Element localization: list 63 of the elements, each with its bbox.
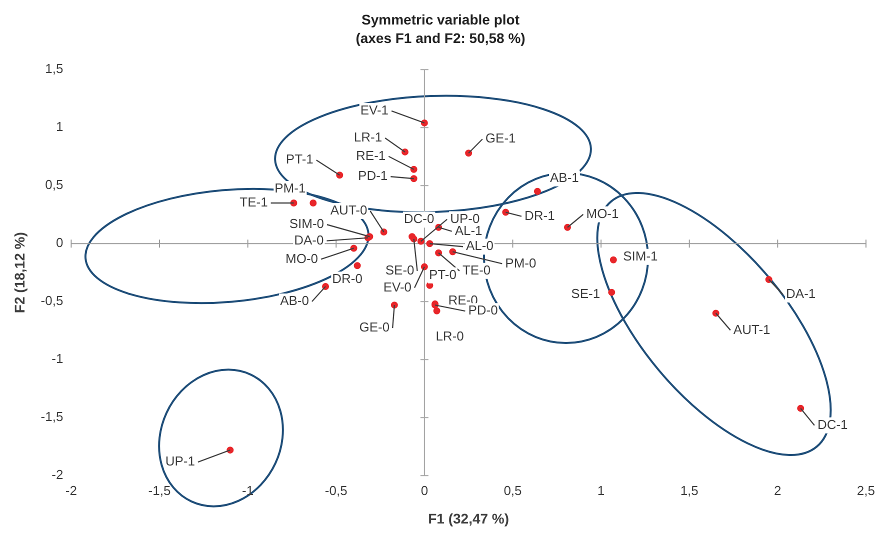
- x-tick-label: -1: [242, 482, 254, 498]
- x-tick-label: 1: [597, 482, 605, 498]
- annotation: SE-0: [385, 262, 414, 278]
- y-tick-label: -1: [52, 351, 64, 366]
- x-tick-label: -1,5: [148, 482, 171, 498]
- y-tick-label: -0,5: [40, 293, 64, 308]
- x-tick-label: 2,5: [856, 482, 876, 498]
- annotation: LR-0: [436, 328, 464, 344]
- annotation: UP-1: [165, 454, 195, 469]
- annotation: DA-1: [786, 286, 816, 302]
- y-tick-label: 1: [56, 119, 64, 134]
- annotation: MO-0: [286, 250, 318, 266]
- point: [433, 307, 440, 314]
- point: [610, 256, 617, 264]
- chart-subtitle: (axes F1 and F2: 50,58 %): [356, 30, 526, 46]
- y-tick-label: 1,5: [45, 61, 64, 76]
- x-tick-label: -2: [65, 482, 77, 498]
- x-axis-title: F1 (32,47 %): [428, 510, 510, 526]
- annotation: AUT-1: [733, 322, 770, 337]
- annotation: DR-0: [332, 271, 362, 286]
- annotation: SE-1: [571, 286, 600, 301]
- y-tick-label: -2: [52, 467, 64, 482]
- annotation: PT-0: [428, 266, 456, 282]
- annotation: TE-1: [240, 194, 268, 210]
- annotation: DR-1: [524, 208, 555, 223]
- annotation: PT-1: [286, 152, 314, 167]
- y-tick-label: 0: [56, 235, 64, 250]
- annotation: GE-0: [359, 320, 390, 335]
- y-tick-label: 0,5: [45, 177, 64, 192]
- point: [534, 188, 541, 195]
- x-tick-label: 0,5: [504, 482, 522, 498]
- annotation: AUT-0: [330, 202, 368, 218]
- x-tick-label: -0,5: [324, 482, 348, 498]
- annotation: UP-0: [450, 210, 480, 226]
- y-axis-title: F2 (18,12 %): [11, 232, 28, 314]
- point: [608, 288, 616, 296]
- annotation: TE-0: [462, 262, 491, 278]
- annotation: PD-0: [468, 302, 498, 318]
- annotation: DC-1: [817, 416, 848, 432]
- point: [310, 200, 317, 206]
- x-tick-label: 0: [420, 482, 428, 498]
- x-tick-label: 1,5: [680, 482, 698, 498]
- chart-title: Symmetric variable plot: [362, 11, 520, 28]
- annotation: MO-1: [586, 206, 619, 221]
- annotation: EV-1: [360, 102, 389, 118]
- y-tick-label: -1,5: [40, 409, 64, 424]
- annotation: SIM-1: [623, 248, 658, 264]
- annotation: PD-1: [358, 168, 388, 184]
- annotation: GE-1: [485, 130, 516, 146]
- annotation: AB-0: [280, 293, 309, 308]
- annotation: SIM-0: [289, 216, 324, 232]
- annotation: LR-1: [354, 130, 382, 145]
- x-tick-label: 2: [774, 482, 782, 498]
- annotation: EV-0: [383, 279, 412, 294]
- annotation: AL-1: [454, 222, 482, 238]
- annotation: AL-0: [466, 238, 494, 254]
- annotation: DC-0: [404, 211, 434, 226]
- point: [354, 262, 361, 270]
- annotation: RE-1: [356, 148, 386, 163]
- annotation: PM-0: [505, 255, 536, 270]
- annotation: PM-1: [274, 180, 306, 196]
- annotation: DA-0: [294, 232, 324, 248]
- annotation: AB-1: [550, 170, 579, 185]
